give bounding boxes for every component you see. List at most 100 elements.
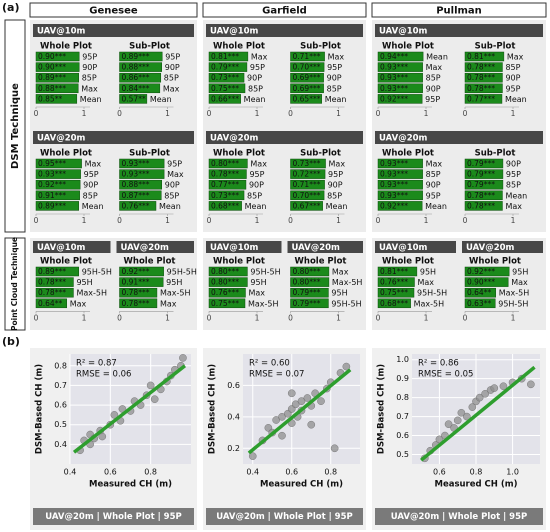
bar [464,190,503,201]
x-tick-label: 1 [336,313,341,322]
y-tick-label: 0.7 [54,381,67,390]
category-label: 95H [331,289,347,298]
value-label: 0.81*** [467,52,495,61]
plot-title: Whole Plot [213,257,265,267]
bar [377,51,424,62]
category-label: Mean [245,202,267,211]
value-label: 0.68*** [380,299,408,308]
row-label: DSM Technique [10,83,21,169]
bar [35,158,82,169]
plot-title: Whole Plot [213,149,265,159]
category-label: 95P [426,191,441,200]
category-label: Max [163,84,180,93]
x-tick-label: 0 [463,216,468,225]
point [150,395,159,403]
x-tick-label: 1 [82,109,87,118]
y-tick-label: 0.8 [396,393,409,402]
value-label: 0.88*** [38,84,66,93]
x-tick-label: 0.6 [433,468,446,477]
category-label: 90P [165,181,180,190]
value-label: 0.79*** [211,63,239,72]
bar [377,62,423,72]
bar [208,62,248,72]
value-label: 0.88*** [122,63,150,72]
category-label: 95H-5H [417,289,447,298]
value-label: 0.70*** [293,191,321,200]
bar [377,72,423,83]
x-tick-label: 0.8 [324,468,337,477]
x-tick-label: 1 [255,216,260,225]
bar [464,277,509,287]
group-header: UAV@10m [37,27,86,37]
bar [208,72,245,83]
value-label: 0.71*** [293,52,321,61]
category-label: 85P [426,74,441,83]
point [475,393,484,402]
group-header-bg [375,24,543,37]
category-label: Mean [82,202,104,211]
value-label: 0.93*** [38,170,66,179]
group-header-bg [206,241,282,253]
point [453,416,462,425]
group-header: UAV@20m [121,243,170,253]
bar [464,51,505,62]
category-label: 95H-5H [82,268,112,277]
column-header-box [371,2,547,18]
group-header: UAV@10m [379,27,428,37]
point [490,384,499,392]
value-label: 0.78*** [38,278,66,287]
plot-title: Sub-Plot [475,149,516,159]
value-label: 0.93*** [122,170,150,179]
bar [119,277,164,287]
category-label: 85P [248,84,263,93]
column-header-box [29,2,198,18]
point [146,381,155,390]
category-label: Mean [80,95,102,104]
category-label: Max [250,160,267,169]
value-label: 0.76*** [211,288,239,297]
y-tick-label: 0.4 [227,412,240,421]
value-label: 0.93*** [380,180,408,189]
bar [35,169,81,179]
bar [464,158,504,169]
group-header: UAV@10m [37,243,86,253]
bar [377,201,423,211]
point [330,444,339,453]
bar [35,277,74,287]
category-label: 85P [82,74,97,83]
bar [119,201,157,211]
category-label: Max [507,53,524,62]
value-label: 0.92*** [380,201,408,210]
bar [290,169,326,179]
bar [35,72,79,83]
value-label: 0.93*** [380,191,408,200]
fit-line [420,365,536,462]
value-label: 0.89*** [38,267,66,276]
category-label: 95P [82,53,97,62]
value-label: 0.93*** [380,159,408,168]
plot-title: Sub-Plot [300,42,341,52]
group-header: UAV@20m [37,134,86,144]
value-label: 0.75*** [380,288,408,297]
value-label: 0.75*** [211,299,239,308]
bar [290,62,325,72]
value-label: 0.78*** [122,288,150,297]
value-label: 0.90*** [38,52,66,61]
group-header-bg [375,241,456,253]
value-label: 0.80*** [211,278,239,287]
category-label: 85P [247,191,262,200]
bar [119,190,162,201]
x-tick-label: 0.8 [470,468,483,477]
group-header-bg [206,131,363,144]
bar [208,94,241,104]
category-label: Max [417,278,434,287]
x-tick-label: 1 [424,109,429,118]
value-label: 0.89*** [38,201,66,210]
value-label: 0.77*** [467,94,495,103]
bar [208,201,242,211]
bar [377,179,423,190]
group-header-bg [116,241,194,253]
category-label: 95P [249,170,264,179]
bar [290,277,330,287]
value-label: 0.93*** [380,73,408,82]
